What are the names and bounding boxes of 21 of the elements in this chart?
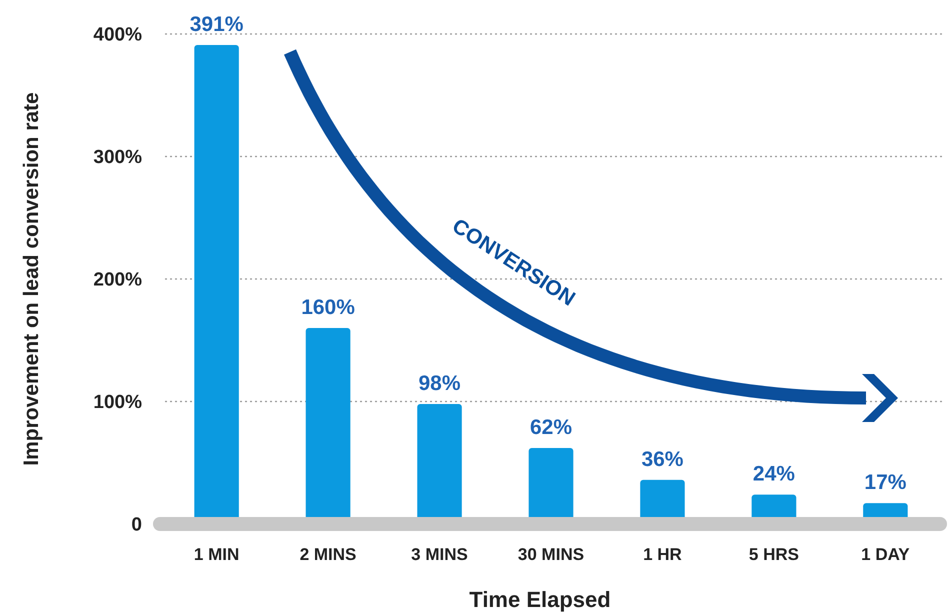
data-label: 62% xyxy=(530,416,572,440)
y-tick-label: 100% xyxy=(93,392,142,414)
x-tick-label: 1 DAY xyxy=(861,545,910,564)
x-axis-title: Time Elapsed xyxy=(469,587,611,612)
y-tick-label: 200% xyxy=(93,270,142,291)
data-label: 36% xyxy=(641,448,684,471)
x-tick-label: 5 HRS xyxy=(748,545,799,564)
x-tick-label: 2 MINS xyxy=(300,545,356,564)
y-axis-title: Improvement on lead conversion rate xyxy=(20,92,43,466)
data-label: 24% xyxy=(752,462,796,486)
x-tick-label: 3 MINS xyxy=(411,545,468,564)
data-label: 160% xyxy=(301,296,356,319)
data-label: 391% xyxy=(190,13,244,36)
y-tick-label: 400% xyxy=(93,24,142,46)
x-tick-label: 30 MINS xyxy=(518,545,584,564)
data-label: 17% xyxy=(864,471,907,494)
y-tick-label: 300% xyxy=(93,147,142,168)
y-tick-label: 0 xyxy=(131,514,142,536)
data-label: 98% xyxy=(418,372,461,395)
x-tick-label: 1 HR xyxy=(643,545,682,564)
x-tick-label: 1 MIN xyxy=(194,545,240,564)
